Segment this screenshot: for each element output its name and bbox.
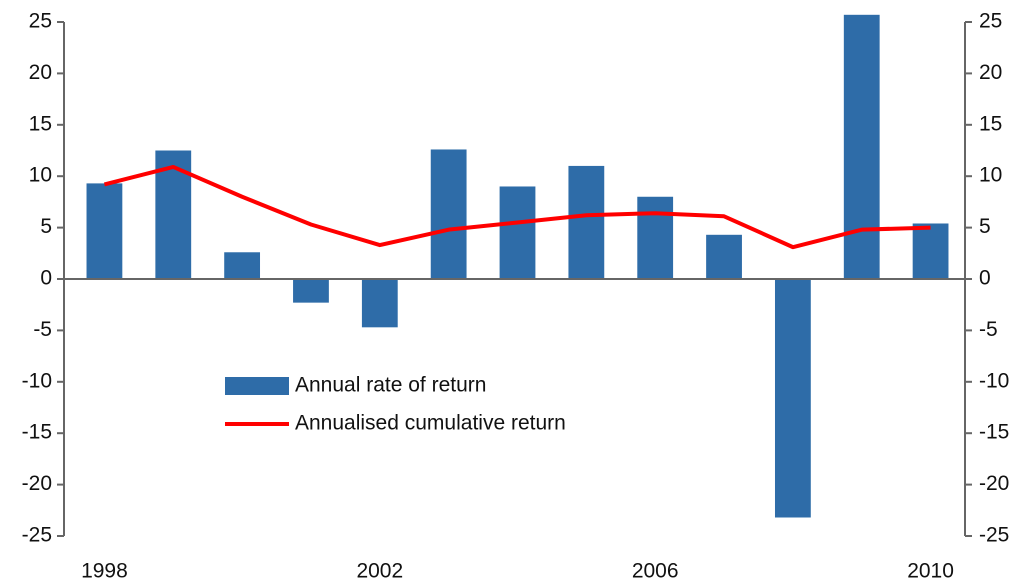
y-tick-label: 0 — [40, 267, 52, 290]
y2-tick-label: 5 — [979, 215, 991, 238]
bar — [86, 183, 123, 279]
bar — [774, 279, 811, 518]
bar — [293, 279, 329, 303]
x-tick-label: 2002 — [356, 560, 403, 583]
bar — [430, 149, 467, 279]
y-tick-label: 15 — [29, 112, 52, 135]
y2-tick-label: 10 — [979, 164, 1002, 187]
legend-swatch — [225, 377, 289, 395]
y2-tick-label: 20 — [979, 61, 1002, 84]
x-tick-label: 2006 — [632, 560, 679, 583]
x-tick-label: 1998 — [81, 560, 128, 583]
y2-tick-label: -25 — [979, 524, 1009, 547]
bar — [361, 279, 398, 328]
y2-tick-label: 25 — [979, 10, 1002, 33]
y-tick-label: 5 — [40, 215, 52, 238]
line — [103, 164, 931, 250]
bar — [499, 186, 536, 279]
bar — [912, 223, 949, 279]
y-tick-label: -5 — [33, 318, 52, 341]
y2-tick-label: 0 — [979, 267, 991, 290]
bar — [706, 234, 742, 279]
x-tick-label: 2010 — [907, 560, 954, 583]
y-tick-label: -15 — [22, 421, 52, 444]
legend-label: Annualised cumulative return — [295, 412, 566, 435]
y-tick-label: 10 — [29, 164, 52, 187]
y2-tick-label: -20 — [979, 472, 1009, 495]
bar — [568, 165, 605, 279]
y-tick-label: -10 — [22, 369, 52, 392]
y2-tick-label: -15 — [979, 421, 1009, 444]
y2-tick-label: -10 — [979, 369, 1009, 392]
bar — [843, 14, 880, 280]
y2-tick-label: -5 — [979, 318, 998, 341]
legend-label: Annual rate of return — [295, 374, 486, 397]
y-tick-label: 25 — [29, 10, 52, 33]
y-tick-label: -25 — [22, 524, 52, 547]
bar — [224, 252, 261, 279]
y-tick-label: -20 — [22, 472, 52, 495]
bar — [637, 196, 674, 279]
y-tick-label: 20 — [29, 61, 52, 84]
y2-tick-label: 15 — [979, 112, 1002, 135]
